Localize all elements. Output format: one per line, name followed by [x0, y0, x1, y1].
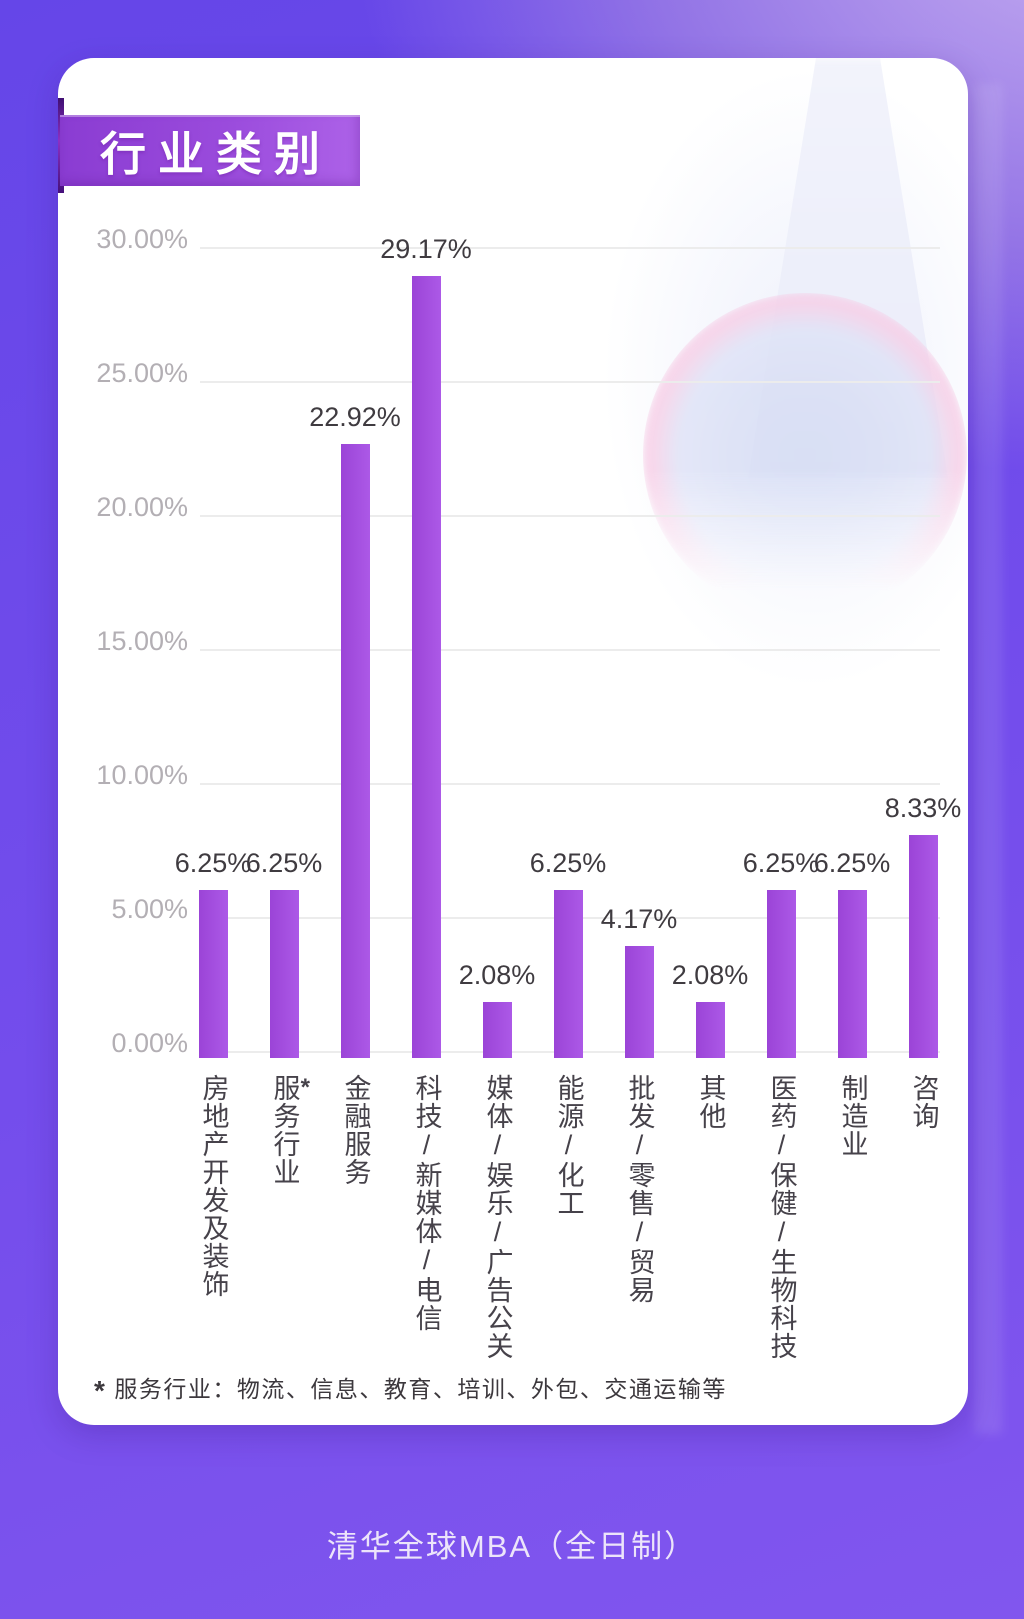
bar-value-label: 6.25% [529, 848, 607, 878]
category-text: 服务行业 [269, 1074, 300, 1186]
bar-6 [624, 946, 654, 1058]
bar-value-label: 2.08% [458, 960, 536, 990]
gridline-20 [200, 515, 940, 517]
category-text: 批发/零售/贸易 [624, 1074, 655, 1304]
category-label: 金融服务 [335, 1074, 375, 1186]
industry-bar-chart: 0.00% 5.00% 10.00% 15.00% 20.00% 25.00% 30.00%… [58, 58, 968, 1425]
bar-value-label: 29.17% [380, 234, 472, 264]
category-text: 房地产开发及装饰 [198, 1074, 229, 1298]
category-label: 咨询 [903, 1074, 943, 1130]
bar-1 [269, 890, 299, 1058]
y-axis-tick: 30.00% [96, 224, 188, 254]
category-text: 科技/新媒体/电信 [411, 1074, 442, 1332]
category-label: 批发/零售/贸易 [619, 1074, 659, 1304]
background-highlight-band [974, 84, 1002, 1434]
bar-value-label: 6.25% [174, 848, 252, 878]
category-text: 医药/保健/生物科技 [766, 1074, 797, 1360]
bar-2 [340, 444, 370, 1058]
category-label: 医药/保健/生物科技 [761, 1074, 801, 1360]
category-text: 其他 [695, 1074, 726, 1130]
section-title-badge: 行业类别 [60, 115, 360, 186]
footnote-asterisk-icon: * [94, 1375, 107, 1406]
y-axis-tick: 25.00% [96, 358, 188, 388]
category-text: 咨询 [908, 1074, 939, 1130]
category-label: 服务行业 * [264, 1074, 311, 1186]
category-text: 金融服务 [340, 1074, 371, 1186]
footnote: * 服务行业：物流、信息、教育、培训、外包、交通运输等 [94, 1370, 727, 1407]
bar-value-label: 6.25% [742, 848, 820, 878]
y-axis-tick: 15.00% [96, 626, 188, 656]
category-label: 媒体/娱乐/广告公关 [477, 1074, 517, 1360]
category-label: 房地产开发及装饰 [193, 1074, 233, 1298]
bar-8 [766, 890, 796, 1058]
bar-4 [482, 1002, 512, 1058]
category-text: 媒体/娱乐/广告公关 [482, 1074, 513, 1360]
y-axis-tick: 10.00% [96, 760, 188, 790]
bar-value-label: 6.25% [813, 848, 891, 878]
report-card: 行业类别 0.00% 5.00% 10.00% 15.00% 20.00% 25.00% 3… [58, 58, 968, 1425]
bar-9 [837, 890, 867, 1058]
bar-value-label: 6.25% [245, 848, 323, 878]
bar-value-label: 2.08% [671, 960, 749, 990]
category-label: 其他 [690, 1074, 730, 1130]
bar-0 [198, 890, 228, 1058]
bar-3 [411, 276, 441, 1058]
y-axis-tick: 5.00% [111, 894, 188, 924]
category-label: 科技/新媒体/电信 [406, 1074, 446, 1332]
bar-value-label: 22.92% [309, 402, 401, 432]
y-axis-tick: 0.00% [111, 1028, 188, 1058]
category-footnote-marker: * [300, 1074, 310, 1101]
category-label: 能源/化工 [548, 1074, 588, 1217]
gridline-10 [200, 783, 940, 785]
gridline-30 [200, 247, 940, 249]
bar-5 [553, 890, 583, 1058]
page-footer: 清华全球MBA（全日制） [326, 1529, 698, 1564]
footnote-text: 服务行业：物流、信息、教育、培训、外包、交通运输等 [114, 1376, 727, 1402]
y-axis-tick: 20.00% [96, 492, 188, 522]
category-label: 制造业 [832, 1074, 872, 1158]
gridline-25 [200, 381, 940, 383]
category-text: 制造业 [837, 1074, 868, 1158]
page-title: 行业类别 [100, 127, 332, 180]
bar-value-label: 4.17% [600, 904, 678, 934]
category-text: 能源/化工 [553, 1074, 584, 1217]
bar-7 [695, 1002, 725, 1058]
bar-value-label: 8.33% [884, 793, 962, 823]
gridline-15 [200, 649, 940, 651]
bar-10 [908, 835, 938, 1058]
dome-watermark-icon [643, 293, 967, 617]
